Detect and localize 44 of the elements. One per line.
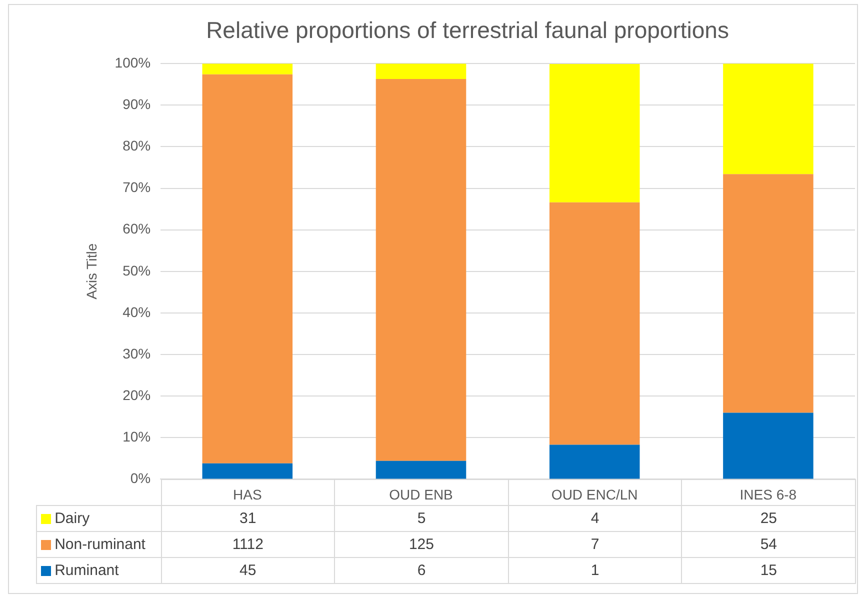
- y-axis-title: Axis Title: [83, 243, 100, 300]
- bar: [202, 64, 293, 74]
- legend-label: Ruminant: [36, 558, 162, 584]
- text: 1112: [161, 532, 335, 558]
- x-tick-label: OUD ENB: [389, 486, 453, 502]
- x-tick-label: HAS: [233, 486, 262, 502]
- y-tick-label: 20%: [122, 386, 151, 403]
- text: 1: [508, 558, 682, 584]
- text: 4: [508, 506, 682, 532]
- text: 15: [682, 558, 856, 584]
- legend-label: Dairy: [36, 506, 162, 532]
- y-tick-label: 60%: [122, 220, 151, 237]
- y-tick-label: 30%: [122, 345, 151, 362]
- legend-label: Non-ruminant: [36, 532, 162, 558]
- y-tick-label: 0%: [130, 470, 151, 486]
- x-tick-label: INES 6-8: [740, 486, 797, 502]
- x-tick-label: OUD ENC/LN: [551, 486, 638, 502]
- y-tick-label: 40%: [122, 304, 151, 320]
- bar: [202, 74, 293, 464]
- y-tick-label: 80%: [122, 138, 151, 154]
- y-tick-label: 50%: [122, 262, 151, 278]
- bar: [202, 463, 293, 479]
- bar: [723, 174, 814, 413]
- bar: [376, 460, 466, 479]
- y-tick-label: 10%: [122, 428, 151, 444]
- chart-title: Relative proportions of terrestrial faunal proportions: [206, 17, 729, 44]
- text: 31: [161, 506, 335, 532]
- bar: [723, 412, 814, 479]
- text: 6: [334, 558, 508, 584]
- text: 7: [508, 532, 682, 558]
- bar: [376, 78, 466, 461]
- text: 54: [682, 532, 856, 558]
- bar: [549, 202, 640, 445]
- y-tick-label: 70%: [122, 179, 151, 196]
- text: 5: [334, 506, 508, 532]
- text: 45: [161, 558, 335, 584]
- bar: [549, 444, 640, 479]
- text: 25: [682, 506, 856, 532]
- bar: [723, 64, 814, 174]
- y-tick-label: 90%: [122, 96, 151, 112]
- bar: [549, 64, 640, 202]
- bar: [376, 64, 466, 79]
- text: 125: [334, 532, 508, 558]
- y-tick-label: 100%: [114, 54, 151, 70]
